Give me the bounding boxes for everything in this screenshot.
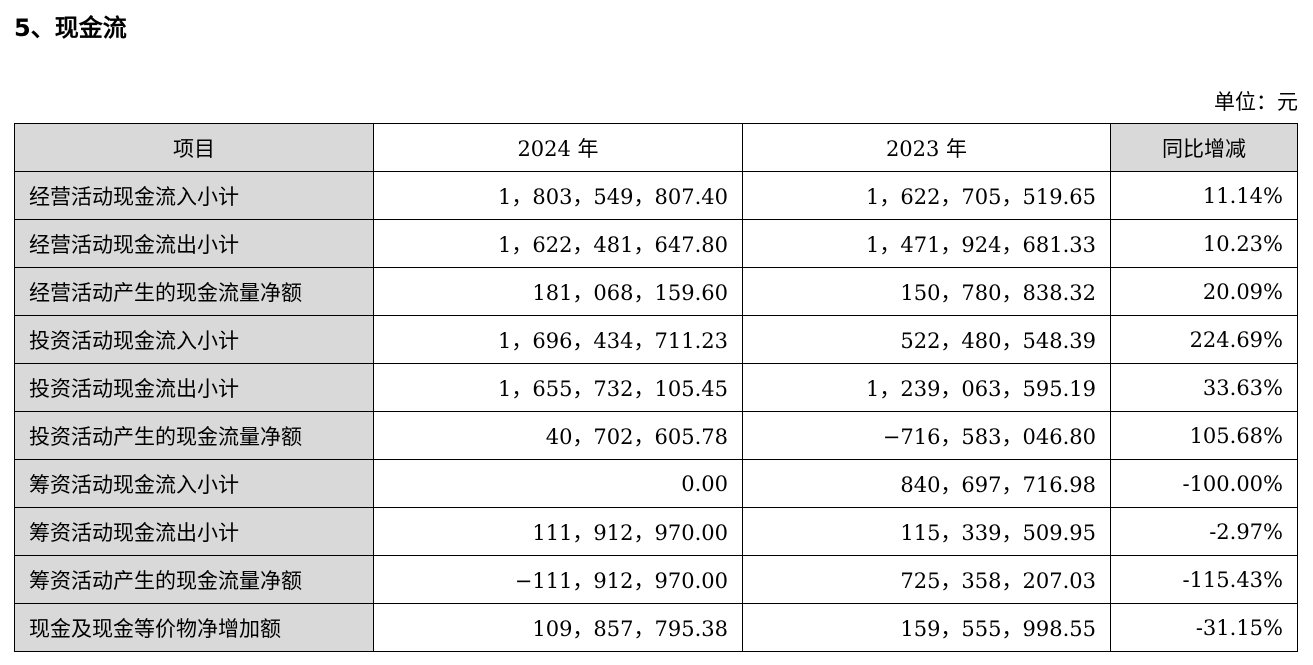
table-row: 投资活动产生的现金流量净额 40，702，605.78 −716，583，046…	[14, 411, 1298, 460]
value-2024: 1，696，434，711.23	[373, 315, 743, 364]
table-row: 经营活动现金流出小计 1，622，481，647.80 1，471，924，68…	[14, 219, 1298, 268]
value-2024: 1，655，732，105.45	[373, 363, 743, 412]
row-label: 经营活动现金流出小计	[14, 219, 374, 268]
value-2023: 1，471，924，681.33	[742, 219, 1111, 268]
table-row: 筹资活动现金流出小计 111，912，970.00 115，339，509.95…	[14, 507, 1298, 556]
value-yoy: 224.69%	[1110, 315, 1298, 364]
table-row: 筹资活动现金流入小计 0.00 840，697，716.98 -100.00%	[14, 459, 1298, 508]
value-2023: 159，555，998.55	[742, 603, 1111, 652]
table-row: 经营活动现金流入小计 1，803，549，807.40 1，622，705，51…	[14, 171, 1298, 220]
value-2024: −111，912，970.00	[373, 555, 743, 604]
value-yoy: 33.63%	[1110, 363, 1298, 412]
row-label: 经营活动现金流入小计	[14, 171, 374, 220]
value-2023: 1，239，063，595.19	[742, 363, 1111, 412]
header-yoy: 同比增减	[1110, 123, 1298, 172]
value-2023: 150，780，838.32	[742, 267, 1111, 316]
cash-flow-table: 项目 2024 年 2023 年 同比增减 经营活动现金流入小计 1，803，5…	[14, 123, 1298, 652]
value-yoy: 20.09%	[1110, 267, 1298, 316]
header-year-2023: 2023 年	[742, 123, 1111, 172]
value-2024: 0.00	[373, 459, 743, 508]
value-yoy: -100.00%	[1110, 459, 1298, 508]
table-row: 筹资活动产生的现金流量净额 −111，912，970.00 725，358，20…	[14, 555, 1298, 604]
row-label: 现金及现金等价物净增加额	[14, 603, 374, 652]
table-row: 经营活动产生的现金流量净额 181，068，159.60 150，780，838…	[14, 267, 1298, 316]
value-2023: 840，697，716.98	[742, 459, 1111, 508]
value-2023: 1，622，705，519.65	[742, 171, 1111, 220]
row-label: 经营活动产生的现金流量净额	[14, 267, 374, 316]
value-yoy: -2.97%	[1110, 507, 1298, 556]
row-label: 投资活动现金流出小计	[14, 363, 374, 412]
value-2023: 115，339，509.95	[742, 507, 1111, 556]
value-2023: −716，583，046.80	[742, 411, 1111, 460]
value-yoy: -115.43%	[1110, 555, 1298, 604]
unit-label: 单位：元	[1214, 90, 1298, 114]
value-2024: 1，622，481，647.80	[373, 219, 743, 268]
table-row: 现金及现金等价物净增加额 109，857，795.38 159，555，998.…	[14, 603, 1298, 652]
row-label: 筹资活动产生的现金流量净额	[14, 555, 374, 604]
value-2024: 40，702，605.78	[373, 411, 743, 460]
value-yoy: -31.15%	[1110, 603, 1298, 652]
value-2023: 725，358，207.03	[742, 555, 1111, 604]
header-item: 项目	[14, 123, 374, 172]
table-row: 投资活动现金流出小计 1，655，732，105.45 1，239，063，59…	[14, 363, 1298, 412]
value-2024: 111，912，970.00	[373, 507, 743, 556]
row-label: 投资活动产生的现金流量净额	[14, 411, 374, 460]
value-2024: 181，068，159.60	[373, 267, 743, 316]
section-title: 5、现金流	[14, 14, 127, 42]
row-label: 投资活动现金流入小计	[14, 315, 374, 364]
header-year-2024: 2024 年	[373, 123, 743, 172]
value-2024: 1，803，549，807.40	[373, 171, 743, 220]
row-label: 筹资活动现金流出小计	[14, 507, 374, 556]
value-yoy: 105.68%	[1110, 411, 1298, 460]
value-2024: 109，857，795.38	[373, 603, 743, 652]
value-2023: 522，480，548.39	[742, 315, 1111, 364]
row-label: 筹资活动现金流入小计	[14, 459, 374, 508]
value-yoy: 10.23%	[1110, 219, 1298, 268]
value-yoy: 11.14%	[1110, 171, 1298, 220]
table-row: 投资活动现金流入小计 1，696，434，711.23 522，480，548.…	[14, 315, 1298, 364]
table-header-row: 项目 2024 年 2023 年 同比增减	[14, 123, 1298, 172]
